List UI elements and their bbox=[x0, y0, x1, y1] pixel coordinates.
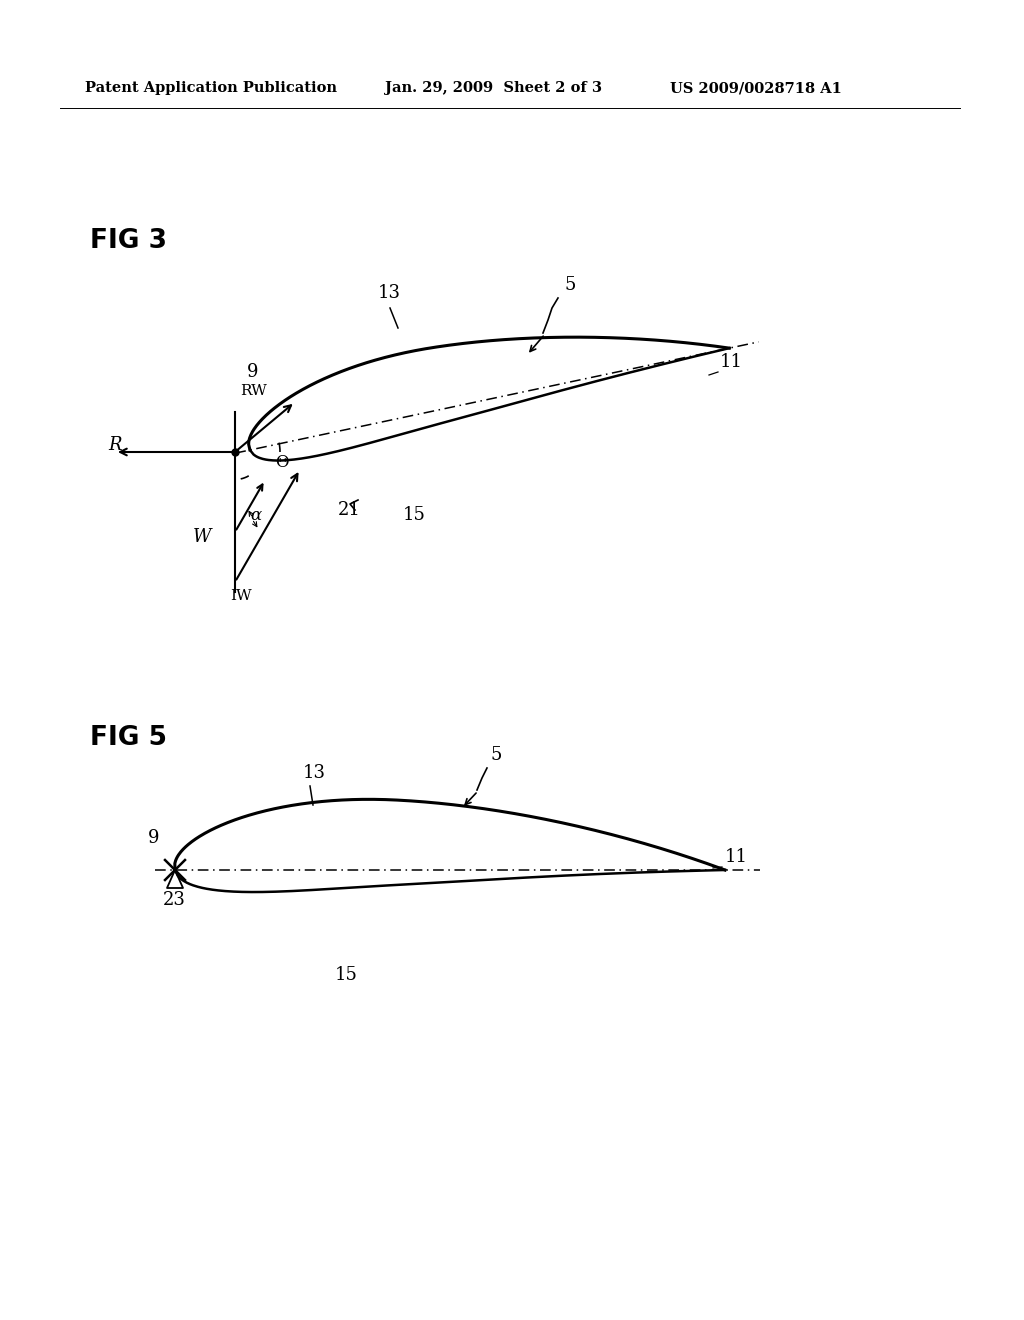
Text: IW: IW bbox=[230, 589, 252, 603]
Text: RW: RW bbox=[240, 384, 266, 399]
Text: R: R bbox=[108, 436, 122, 454]
Text: Θ: Θ bbox=[275, 454, 289, 471]
Text: 11: 11 bbox=[725, 847, 748, 866]
Text: FIG 3: FIG 3 bbox=[90, 228, 167, 253]
Text: 15: 15 bbox=[335, 966, 357, 983]
Text: FIG 5: FIG 5 bbox=[90, 725, 167, 751]
Text: Patent Application Publication: Patent Application Publication bbox=[85, 81, 337, 95]
Text: 23: 23 bbox=[163, 891, 186, 909]
Text: 13: 13 bbox=[303, 764, 326, 781]
Text: 9: 9 bbox=[247, 363, 258, 381]
Text: 11: 11 bbox=[720, 352, 743, 371]
Text: 9: 9 bbox=[148, 829, 160, 847]
Text: α: α bbox=[250, 507, 261, 524]
Text: 13: 13 bbox=[378, 284, 401, 302]
Text: Jan. 29, 2009  Sheet 2 of 3: Jan. 29, 2009 Sheet 2 of 3 bbox=[385, 81, 602, 95]
Text: 15: 15 bbox=[403, 506, 426, 524]
Text: 5: 5 bbox=[565, 276, 577, 294]
Text: 5: 5 bbox=[490, 746, 502, 764]
Text: W: W bbox=[193, 528, 212, 546]
Text: US 2009/0028718 A1: US 2009/0028718 A1 bbox=[670, 81, 842, 95]
Text: 21: 21 bbox=[338, 502, 360, 519]
